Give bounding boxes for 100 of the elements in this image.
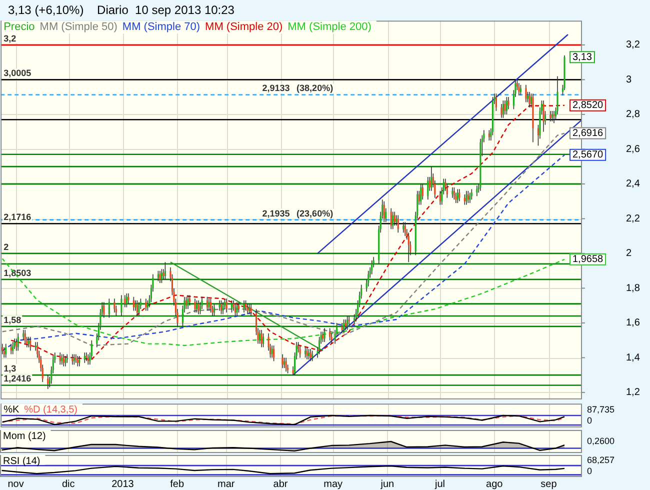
candlestick (467, 190, 469, 204)
candlestick (476, 185, 478, 196)
candlestick (285, 357, 287, 372)
data-label: 2,8520 (572, 100, 604, 112)
candlestick (502, 100, 504, 118)
candlestick (124, 294, 126, 308)
text: 0 (587, 415, 592, 426)
candlestick (206, 296, 208, 312)
candlestick (22, 329, 24, 341)
candlestick (420, 184, 422, 206)
text: MM (Simple 20) (205, 21, 283, 34)
text: MM (Simple 50) (40, 21, 118, 34)
candlestick (244, 300, 247, 312)
ref-line-label: 2,1935 (262, 208, 290, 218)
candlestick (284, 357, 286, 369)
candlestick (210, 298, 212, 313)
candlestick (138, 302, 140, 316)
annotation: (38,20%) (296, 83, 334, 94)
text: 0 (587, 466, 592, 476)
candlestick (64, 356, 66, 367)
candlestick (62, 354, 64, 367)
candlestick (28, 336, 30, 348)
candlestick (3, 346, 5, 358)
candlestick (371, 260, 373, 275)
y-tick-label: 1,8 (626, 282, 640, 294)
ref-line-label: 3,0005 (4, 68, 32, 78)
candlestick (402, 222, 404, 233)
candlestick (453, 187, 455, 200)
candlestick (226, 298, 228, 313)
candlestick (262, 332, 264, 348)
x-tick-label: 2013 (112, 478, 134, 490)
candlestick (344, 319, 346, 330)
y-tick-label: 2,4 (626, 178, 640, 190)
candlestick (157, 270, 159, 282)
candlestick (439, 190, 441, 206)
candlestick (230, 300, 233, 313)
x-tick-label: nov (8, 478, 24, 490)
candlestick (525, 84, 527, 103)
candlestick (518, 82, 520, 96)
candlestick (329, 328, 331, 341)
candlestick (128, 293, 130, 304)
candlestick (322, 331, 324, 342)
candlestick (343, 319, 345, 334)
candlestick (17, 332, 19, 352)
candlestick (299, 345, 301, 358)
x-tick-label: abr (273, 478, 288, 490)
candlestick (282, 354, 284, 369)
candlestick (488, 130, 490, 141)
ref-line-label: 1,3 (4, 364, 16, 374)
series-label: %K (4, 404, 20, 416)
ref-line-label: 2,1716 (4, 212, 32, 222)
candlestick (220, 300, 222, 315)
text: MM (Simple 200) (288, 21, 372, 34)
text: 0,2600 (587, 436, 615, 446)
x-tick-label: jun (380, 478, 394, 490)
text: 87,735 (587, 404, 615, 414)
candlestick (260, 329, 262, 348)
candlestick (550, 110, 552, 122)
candlestick (218, 300, 220, 312)
ref-line-label: 1,8503 (4, 268, 32, 278)
candlestick (495, 93, 497, 112)
candlestick (273, 345, 275, 362)
candlestick (198, 300, 200, 315)
candlestick (243, 300, 245, 313)
candlestick (75, 354, 77, 364)
x-tick-label: may (324, 478, 343, 490)
candlestick (383, 200, 385, 223)
data-label: 2,6916 (572, 128, 604, 140)
candlestick (194, 298, 196, 313)
candlestick (87, 354, 89, 366)
series-label: %D (14,3,5) (24, 404, 78, 416)
candlestick (504, 100, 506, 115)
candlestick (145, 298, 147, 312)
series-label: RSI (14) (3, 456, 40, 467)
y-tick-label: 3,2 (626, 40, 640, 51)
candlestick (542, 100, 544, 132)
candlestick (234, 303, 236, 316)
data-label: 1,9658 (572, 254, 604, 266)
candlestick (464, 194, 466, 206)
candlestick (466, 190, 468, 206)
candlestick (258, 329, 261, 344)
candlestick (404, 222, 406, 236)
series-label: Mom (12) (3, 430, 46, 442)
candlestick (12, 342, 14, 355)
candlestick (159, 270, 161, 284)
candlestick (78, 356, 80, 367)
candlestick (312, 350, 314, 362)
text: 68,257 (587, 454, 615, 465)
x-tick-label: dic (62, 478, 75, 490)
candlestick (61, 354, 63, 366)
ref-line-label: 1,58 (4, 314, 22, 325)
candlestick (76, 356, 78, 367)
candlestick (164, 262, 166, 280)
y-tick-label: 2,6 (626, 144, 640, 155)
y-tick-label: 2,2 (626, 213, 640, 224)
text: Precio (4, 21, 35, 34)
y-tick-label: 2 (626, 248, 632, 260)
candlestick (551, 110, 554, 122)
candlestick (136, 300, 138, 316)
candlestick (271, 345, 273, 358)
